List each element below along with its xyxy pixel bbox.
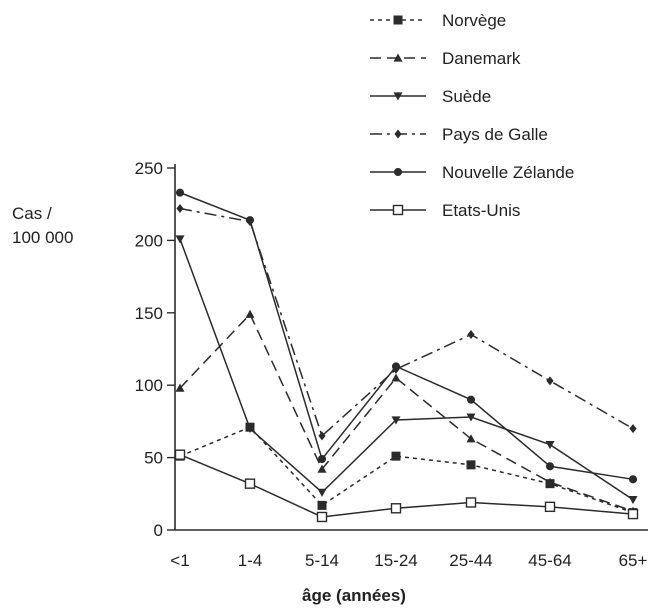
legend-item: Danemark — [370, 49, 521, 68]
data-point — [244, 478, 256, 489]
legend-label: Danemark — [442, 49, 521, 68]
data-point — [245, 309, 255, 318]
y-tick-label: 200 — [135, 231, 163, 250]
legend-marker — [393, 92, 403, 101]
x-axis-label: âge (années) — [302, 586, 406, 605]
legend-marker — [393, 167, 403, 177]
data-point — [545, 440, 555, 450]
data-point — [175, 188, 185, 197]
legend-item: Etats-Unis — [370, 201, 520, 220]
legend-label: Suède — [442, 87, 491, 106]
data-point — [391, 416, 401, 425]
y-ticks: 0 50 100 150 200 250 — [135, 159, 175, 540]
data-point — [176, 204, 184, 214]
data-point — [390, 503, 402, 514]
data-point — [466, 460, 476, 470]
data-point — [545, 462, 555, 471]
x-tick-label: 45-64 — [528, 551, 571, 570]
data-point — [465, 497, 477, 508]
x-tick-label: <1 — [170, 551, 189, 570]
series-line — [179, 207, 634, 438]
x-tick-label: 25-44 — [449, 551, 492, 570]
series-etats-unis — [174, 449, 639, 523]
data-point — [466, 413, 476, 422]
axes — [174, 164, 648, 531]
data-point — [546, 376, 554, 386]
y-axis-label: Cas / 100 000 — [12, 204, 73, 247]
data-point — [466, 395, 476, 404]
y-tick-label: 250 — [135, 159, 163, 178]
legend-label: Etats-Unis — [442, 201, 520, 220]
series-group — [174, 188, 639, 523]
data-point — [317, 454, 327, 464]
data-point — [627, 508, 639, 520]
data-point — [391, 362, 401, 371]
series-nouvelle-z-lande — [175, 188, 638, 484]
data-point — [316, 511, 328, 523]
x-ticks: <1 1-4 5-14 15-24 25-44 45-64 65+ — [170, 551, 647, 570]
legend-label: Pays de Galle — [442, 125, 548, 144]
data-point — [245, 216, 255, 225]
series-line — [179, 426, 634, 514]
legend-marker — [393, 15, 403, 25]
x-tick-label: 65+ — [619, 551, 648, 570]
legend-label: Norvège — [442, 11, 506, 30]
data-point — [174, 449, 186, 460]
x-tick-label: 1-4 — [238, 551, 263, 570]
data-point — [629, 424, 637, 434]
legend-item: Pays de Galle — [370, 125, 548, 144]
data-point — [318, 431, 326, 441]
data-point — [544, 501, 556, 513]
data-point — [245, 425, 255, 434]
legend-marker — [392, 204, 404, 216]
legend-item: Norvège — [370, 11, 506, 30]
legend: Norvège Danemark Suède Pays de Galle Nouvell… — [370, 11, 574, 220]
data-point — [467, 330, 475, 340]
y-tick-label: 0 — [154, 521, 163, 540]
x-tick-label: 5-14 — [305, 551, 339, 570]
data-point — [628, 495, 638, 505]
series-line — [179, 238, 634, 501]
series-danemark — [175, 309, 638, 515]
data-point — [391, 373, 401, 382]
y-tick-label: 100 — [135, 376, 163, 395]
y-tick-label: 50 — [144, 449, 163, 468]
legend-label: Nouvelle Zélande — [442, 163, 574, 182]
y-axis-label-line: 100 000 — [12, 228, 73, 247]
legend-marker — [393, 53, 403, 62]
data-point — [628, 475, 638, 484]
data-point — [391, 451, 401, 461]
y-axis-label-line: Cas / — [12, 204, 52, 223]
x-tick-label: 15-24 — [374, 551, 417, 570]
data-point — [466, 434, 476, 443]
data-point — [317, 500, 327, 510]
legend-item: Suède — [370, 87, 491, 106]
data-point — [317, 488, 327, 497]
data-point — [175, 235, 185, 244]
series-su-de — [175, 235, 638, 505]
series-pays-de-galle — [176, 204, 637, 441]
data-point — [175, 383, 185, 392]
legend-marker — [394, 129, 402, 139]
data-point — [545, 477, 555, 486]
data-point — [317, 464, 327, 473]
series-line — [179, 191, 634, 481]
legend-item: Nouvelle Zélande — [370, 163, 574, 182]
series-norv-ge — [175, 422, 638, 518]
y-tick-label: 150 — [135, 304, 163, 323]
